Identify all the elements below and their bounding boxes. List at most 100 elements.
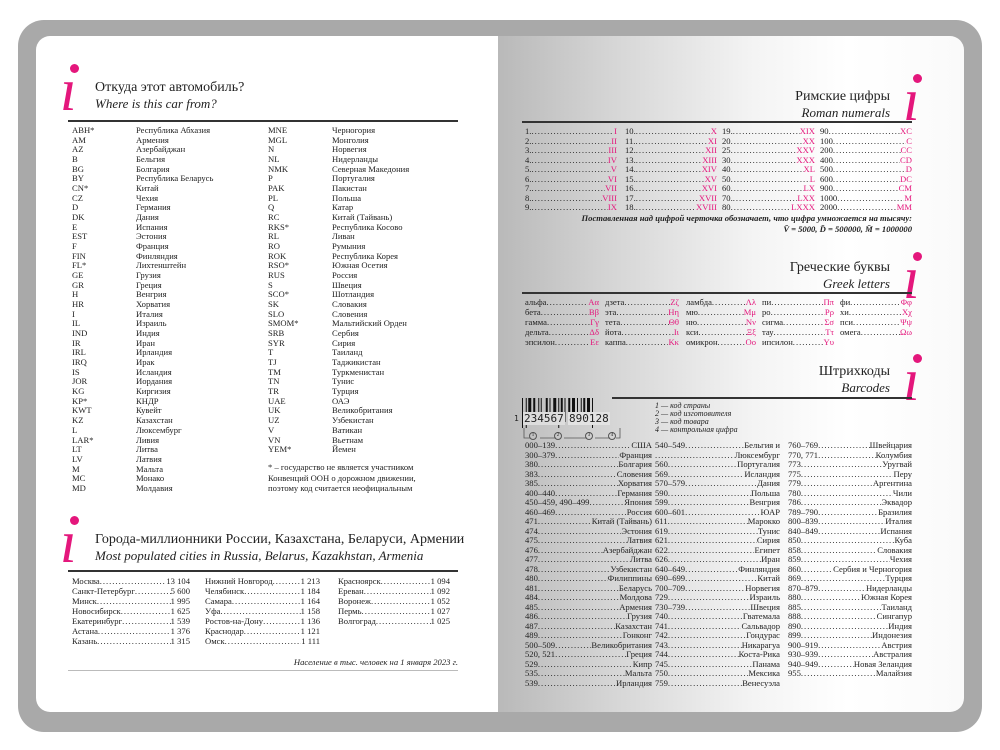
item-label: ню [686,317,698,327]
item-label: Астана [72,626,98,636]
list-item: каппа Κκ [605,337,679,347]
dot-leader [636,203,696,213]
list-item: 478 Узбекистан [525,565,652,575]
item-value: Ψψ [900,317,912,327]
item-label: Самара [205,596,232,606]
code-cell: UAE [268,395,286,406]
code-cell: N [268,144,275,155]
list-item: 700–709 Норвегия [655,584,780,594]
name-cell: Венгрия [136,289,167,300]
item-label: 3. [525,146,532,155]
list-item: сигма Σσ [762,317,834,327]
dot-leader [636,175,705,185]
note-line: Поставленная над цифрой черточка обознач… [581,213,912,223]
item-label: 2000 [820,203,838,212]
code-cell: TR [268,386,279,397]
barcode-bar [587,398,590,422]
list-item: 690–699 Китай [655,574,780,584]
dot-leader [818,441,870,451]
dot-leader [733,194,798,204]
table-row: E Испания [72,222,262,233]
code-cell: IS [72,366,80,377]
item-label: 779 [788,479,801,488]
footnote-line: поэтому код считается неофициальным [268,483,413,493]
code-cell: GR [72,279,84,290]
item-value: Тунис [757,526,780,536]
table-row: RSO* Южная Осетия [268,261,458,271]
dot-leader [801,536,895,546]
footnote-line: * – государство не является участником [268,462,414,472]
list-item: 50 L [722,175,815,185]
dot-leader [685,508,760,518]
name-cell: Нидерланды [332,154,379,165]
code-cell: RL [268,231,279,242]
item-value: IV [607,155,617,165]
item-label: 885 [788,602,801,612]
table-row: SK Словакия [268,299,458,310]
barcode-bar [540,398,542,422]
code-cell: VN [268,434,281,445]
table-row: SCO* Шотландия [268,290,458,300]
table-row: GE Грузия [72,270,262,281]
dot-leader [555,641,591,651]
item-value: XXX [796,155,815,165]
table-row: BG Болгария [72,164,262,175]
roman-column: 1. I 2. II 3. III 4. IV 5. V 6. VI 7. VII 8. VIII 9. IX [525,127,617,213]
dot-leader [620,317,668,327]
list-item: 380 Болгария [525,460,652,470]
name-cell: Грузия [136,270,161,281]
dot-leader [376,616,431,626]
dot-leader [531,156,607,166]
item-value: CD [900,155,912,165]
list-item: альфа Αα [525,297,599,307]
code-cell: SCO* [268,289,290,300]
dot-leader [731,184,804,194]
item-value: LXX [797,193,815,203]
dot-leader [538,536,626,546]
dot-leader [801,622,888,632]
list-item: бета Ββ [525,307,599,317]
dot-leader [636,194,699,204]
list-item: эпсилон Εε [525,337,599,347]
name-cell: Сербия [332,328,359,339]
code-cell: KZ [72,415,84,426]
dot-leader [771,297,823,307]
code-cell: EST [72,231,88,242]
item-label: 11. [625,136,636,146]
dot-leader [801,460,882,470]
item-label: 30 [722,155,731,165]
name-cell: Мальтийский Орден [332,318,407,329]
list-item: 200 CC [820,146,912,156]
dot-leader [833,156,900,166]
item-label: омикрон [686,337,718,347]
dot-leader [636,165,702,175]
item-label: 760–769 [788,441,819,450]
code-cell: V [268,424,275,435]
item-label: 480 [525,574,538,583]
item-value: Коста-Рика [738,650,780,659]
dot-leader [801,612,877,622]
roman-title: Римские цифры [795,89,890,104]
item-label: 476 [525,545,538,555]
dot-leader [531,194,602,204]
dot-leader [849,307,902,317]
item-value: Ирландия [615,678,652,688]
item-value: CC [900,146,912,155]
table-row: PL Польша [268,193,458,204]
list-item: 930–939 Австралия [788,650,912,660]
dot-leader [853,317,900,327]
name-cell: Германия [136,202,171,213]
list-item: 12. XII [625,146,717,156]
list-item: 760–769 Швейцария [788,441,912,451]
barcode-bar [564,398,566,422]
info-i-icon [903,248,922,308]
dot-leader [546,297,588,307]
name-cell: Китай (Тайвань) [332,212,393,223]
item-value: Гонконг [622,631,652,640]
barcode-marker: 1 [529,432,537,440]
dot-leader [818,451,876,461]
code-cell: JOR [72,376,88,387]
item-value: Δδ [589,327,599,337]
dot-leader [801,489,893,499]
item-label: гамма [525,317,547,327]
